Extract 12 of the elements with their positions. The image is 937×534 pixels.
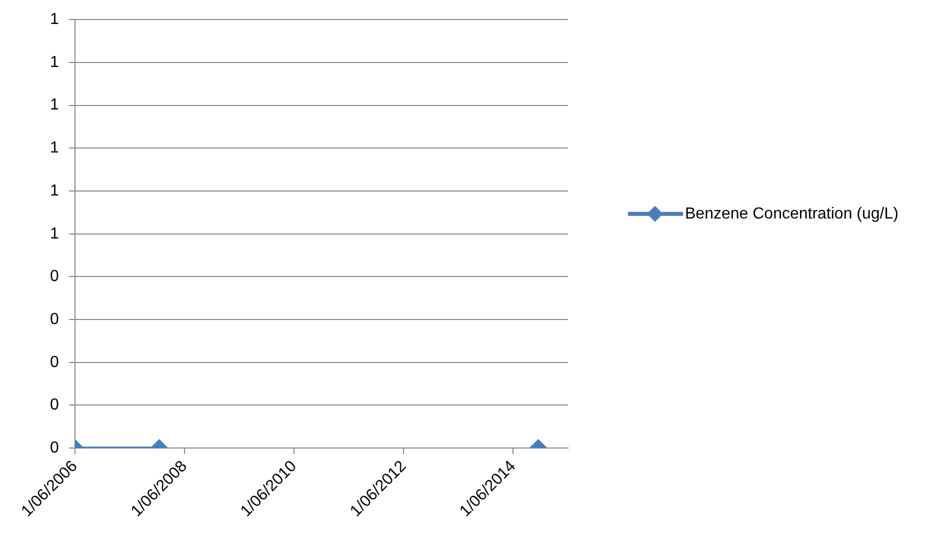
y-tick-label: 0 [50, 268, 59, 286]
legend-label: Benzene Concentration (ug/L) [685, 205, 898, 222]
y-tick-label: 0 [50, 354, 59, 371]
y-tick-label: 1 [50, 225, 59, 242]
y-tick-label: 0 [50, 396, 59, 414]
y-tick-label: 1 [50, 182, 59, 200]
y-tick-label: 0 [50, 310, 59, 328]
y-tick-label: 1 [50, 11, 59, 28]
y-tick-label: 0 [50, 440, 59, 456]
y-tick-label: 1 [50, 54, 59, 71]
y-tick-label: 1 [50, 96, 59, 114]
y-tick-label: 1 [50, 140, 59, 157]
